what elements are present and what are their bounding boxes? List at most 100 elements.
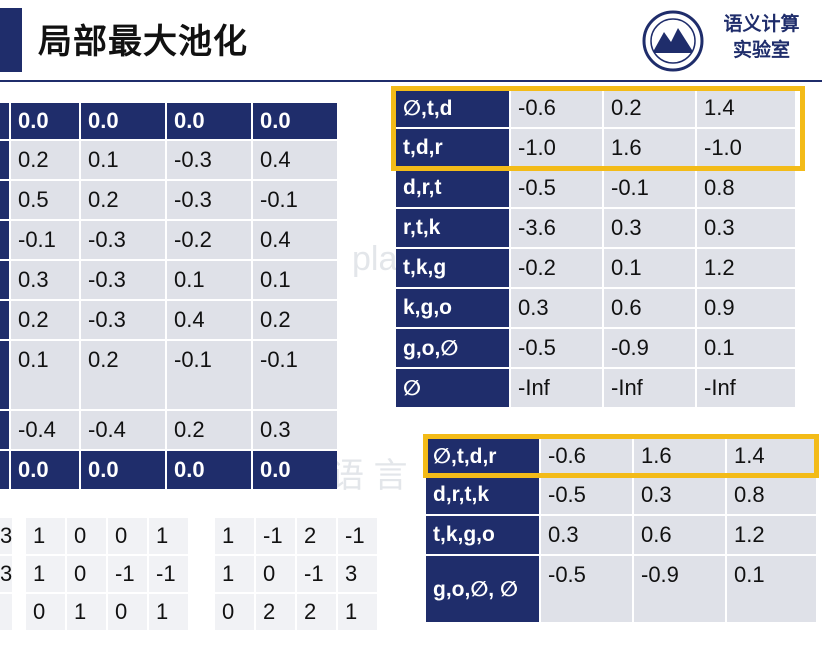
matrix-row: -0.1 -0.3 -0.2 0.4	[0, 221, 337, 259]
value-cell: -Inf	[604, 369, 695, 407]
title-accent-bar	[0, 8, 22, 72]
filter-cell: 1	[215, 556, 254, 592]
highlight-box-pooled	[423, 434, 819, 478]
lab-name-line2: 实验室	[732, 40, 790, 61]
filter-cell: 0	[256, 556, 295, 592]
matrix-cell: -0.3	[167, 181, 251, 219]
row-label: t,d,r	[396, 129, 509, 167]
filter-matrix-b: 1 0 0 1 1 0 -1 -1 0 1 0 1	[24, 516, 190, 632]
trigram-conv-table: ∅,t,d -0.6 0.2 1.4 t,d,r -1.0 1.6 -1.0 d,r,t -0.5…	[394, 87, 797, 409]
value-cell: -Inf	[697, 369, 795, 407]
matrix-row: -0.4 -0.4 0.2 0.3	[0, 411, 337, 449]
matrix-cell: -0.3	[167, 141, 251, 179]
table-row: ∅ -Inf -Inf -Inf	[396, 369, 795, 407]
value-cell: -1.0	[697, 129, 795, 167]
value-cell: 0.2	[604, 89, 695, 127]
matrix-cell: 0.4	[167, 301, 251, 339]
filter-cell: -1	[338, 518, 377, 554]
row-label: t,k,g	[396, 249, 509, 287]
value-cell: -3.6	[511, 209, 602, 247]
matrix-cell: 0.2	[167, 411, 251, 449]
table-row: r,t,k -3.6 0.3 0.3	[396, 209, 795, 247]
padded-embedding-matrix: 0.0 0.0 0.0 0.0 0.2 0.1 -0.3 0.4 0.5 0.2 -0.3 -0.1-…	[0, 101, 339, 491]
row-label: ∅,t,d,r	[426, 438, 539, 474]
row-label: d,r,t,k	[426, 476, 539, 514]
filter-cell: 1	[67, 594, 106, 630]
matrix-cell: -0.1	[253, 181, 337, 219]
table-row: g,o,∅, ∅ -0.5 -0.9 0.1	[426, 556, 816, 622]
filter-row: 3	[0, 556, 13, 592]
filter-cell: -1	[149, 556, 188, 592]
filter-cell: 2	[297, 518, 336, 554]
filter-cell: 2	[256, 594, 295, 630]
matrix-cell: 0.0	[81, 103, 165, 139]
filter-row: 1 0 -1 -1	[26, 556, 188, 592]
matrix-row: 0.2 -0.3 0.4 0.2	[0, 301, 337, 339]
title-underline	[0, 80, 822, 82]
matrix-row: 0.5 0.2 -0.3 -0.1	[0, 181, 337, 219]
table-row: ∅,t,d -0.6 0.2 1.4	[396, 89, 795, 127]
matrix-cell: 0.0	[253, 451, 337, 489]
filter-cell: 1	[26, 556, 65, 592]
matrix-row-marker	[0, 103, 9, 139]
value-cell: 1.4	[697, 89, 795, 127]
filter-cell: -1	[256, 518, 295, 554]
filter-cell: 3	[0, 518, 13, 554]
value-cell: -0.5	[541, 556, 632, 622]
row-label: g,o,∅	[396, 329, 509, 367]
matrix-cell: 0.0	[11, 103, 79, 139]
watermark-text: pla	[352, 240, 398, 278]
matrix-cell: 0.1	[167, 261, 251, 299]
filter-cell: 1	[26, 518, 65, 554]
matrix-cell: 0.4	[253, 221, 337, 259]
matrix-row: 0.1 0.2 -0.1 -0.1	[0, 341, 337, 409]
filter-row: 1 -1 2 -1	[215, 518, 377, 554]
filter-cell: 0	[67, 518, 106, 554]
value-cell: 1.2	[727, 516, 816, 554]
table-row: t,k,g -0.2 0.1 1.2	[396, 249, 795, 287]
matrix-row: 0.3 -0.3 0.1 0.1	[0, 261, 337, 299]
value-cell: 0.3	[604, 209, 695, 247]
matrix-cell: 0.2	[253, 301, 337, 339]
lab-name-line1: 语义计算	[723, 14, 800, 35]
filter-matrix-c: 1 -1 2 -1 1 0 -1 3 0 2 2 1	[213, 516, 379, 632]
value-cell: 0.1	[697, 329, 795, 367]
row-label: d,r,t	[396, 169, 509, 207]
value-cell: -1.0	[511, 129, 602, 167]
value-cell: 0.1	[604, 249, 695, 287]
matrix-cell: -0.1	[253, 341, 337, 409]
filter-cell: 0	[67, 556, 106, 592]
matrix-cell: 0.5	[11, 181, 79, 219]
table-row: k,g,o 0.3 0.6 0.9	[396, 289, 795, 327]
table-row: g,o,∅ -0.5 -0.9 0.1	[396, 329, 795, 367]
filter-cell: 0	[108, 594, 147, 630]
filter-row	[0, 594, 13, 630]
matrix-row: 0.0 0.0 0.0 0.0	[0, 451, 337, 489]
matrix-cell: -0.3	[81, 301, 165, 339]
filter-cell: 1	[149, 594, 188, 630]
matrix-row-marker	[0, 261, 9, 299]
matrix-cell: 0.1	[11, 341, 79, 409]
matrix-cell: -0.3	[81, 221, 165, 259]
filter-cell: 0	[215, 594, 254, 630]
filter-cell: 1	[149, 518, 188, 554]
value-cell: -0.9	[634, 556, 725, 622]
matrix-cell: 0.2	[11, 301, 79, 339]
value-cell: -0.6	[541, 438, 632, 474]
matrix-cell: 0.2	[11, 141, 79, 179]
filter-cell: -1	[108, 556, 147, 592]
filter-cell: 3	[0, 556, 13, 592]
matrix-cell: -0.1	[167, 341, 251, 409]
filter-cell: 0	[26, 594, 65, 630]
value-cell: -0.1	[604, 169, 695, 207]
matrix-cell: 0.1	[81, 141, 165, 179]
matrix-row-marker	[0, 411, 9, 449]
pooled-result-table: ∅,t,d,r -0.6 1.6 1.4 d,r,t,k -0.5 0.3 0.8 t,k,g,…	[424, 436, 818, 624]
filter-cell	[0, 594, 13, 630]
matrix-row: 0.2 0.1 -0.3 0.4	[0, 141, 337, 179]
matrix-row-marker	[0, 451, 9, 489]
matrix-cell: -0.2	[167, 221, 251, 259]
table-row: t,k,g,o 0.3 0.6 1.2	[426, 516, 816, 554]
